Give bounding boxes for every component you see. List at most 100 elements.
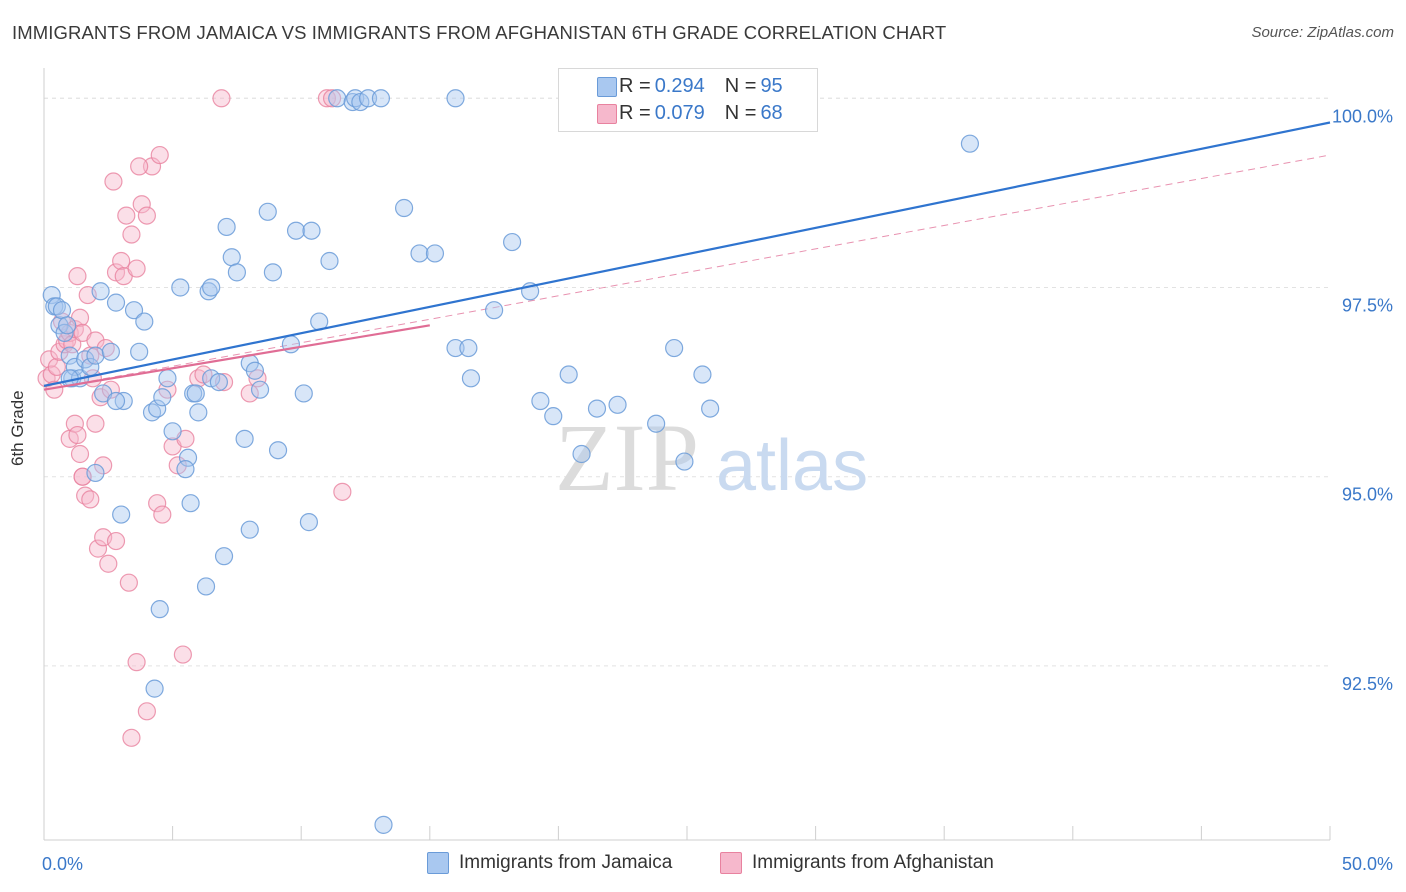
y-axis-label: 6th Grade: [8, 390, 27, 466]
source-attribution: Source: ZipAtlas.com: [1251, 24, 1394, 41]
afghanistan-point: [65, 414, 84, 433]
jamaica-point: [209, 372, 228, 392]
jamaica-point: [158, 369, 177, 388]
afghanistan-point: [132, 195, 151, 214]
r-label: R =: [619, 74, 651, 97]
jamaica-point: [608, 395, 627, 414]
stats-legend: R = 0.294 N = 95 R = 0.079 N = 68: [558, 68, 818, 132]
afghanistan-point: [104, 172, 123, 191]
jamaica-point: [42, 285, 61, 305]
y-tick-label: 95.0%: [1342, 485, 1393, 505]
jamaica-point: [446, 338, 465, 358]
afghanistan-point: [119, 573, 138, 592]
afghanistan-trend-dashed: [43, 154, 1331, 391]
jamaica-point: [217, 217, 236, 237]
jamaica-point: [320, 251, 339, 271]
afghanistan-points: [37, 89, 352, 747]
jamaica-point: [446, 89, 465, 108]
jamaica-point: [86, 346, 105, 365]
jamaica-point: [675, 452, 694, 471]
jamaica-point: [112, 505, 131, 524]
jamaica-point: [178, 448, 198, 467]
afghanistan-point: [137, 206, 156, 225]
jamaica-point: [176, 460, 195, 479]
afghanistan-point: [106, 531, 126, 551]
afghanistan-point: [117, 206, 136, 225]
afghanistan-point: [173, 645, 192, 664]
jamaica-point: [701, 399, 720, 418]
jamaica-point: [485, 301, 504, 320]
watermark: ZIP atlas: [555, 404, 868, 511]
jamaica-points: [42, 89, 980, 834]
afghanistan-point: [127, 259, 146, 278]
n-value: 95: [760, 74, 783, 97]
watermark-zip: ZIP: [555, 404, 699, 511]
jamaica-point: [693, 365, 712, 384]
y-tick-label: 92.5%: [1342, 674, 1393, 694]
chart-title: IMMIGRANTS FROM JAMAICA VS IMMIGRANTS FR…: [12, 22, 947, 43]
legend-label-jamaica: Immigrants from Jamaica: [459, 852, 673, 873]
jamaica-point: [181, 494, 200, 513]
n-label: N =: [724, 101, 757, 124]
jamaica-point: [358, 89, 378, 108]
jamaica-point: [503, 232, 522, 252]
afghanistan-point: [86, 414, 105, 433]
tick-labels: 92.5% 95.0% 97.5% 100.0% 0.0% 50.0%: [42, 106, 1393, 874]
jamaica-point: [222, 248, 241, 267]
jamaica-point: [410, 244, 429, 263]
jamaica-point: [106, 391, 126, 411]
jamaica-point: [171, 278, 190, 297]
afghanistan-point: [86, 331, 105, 350]
afghanistan-point: [317, 89, 337, 108]
n-label: N =: [724, 74, 757, 97]
jamaica-point: [135, 312, 154, 331]
n-value: 68: [760, 101, 783, 124]
afghanistan-point: [127, 653, 146, 672]
afghanistan-point: [240, 384, 259, 403]
jamaica-point: [302, 221, 321, 240]
afghanistan-point: [68, 425, 87, 445]
afghanistan-point: [333, 482, 352, 501]
jamaica-point: [186, 384, 205, 403]
afghanistan-point: [99, 554, 118, 573]
afghanistan-point: [94, 456, 113, 475]
jamaica-point: [148, 399, 167, 418]
jamaica-point: [65, 357, 84, 377]
series-legend: Immigrants from Jamaica Immigrants from …: [0, 852, 1406, 878]
afghanistan-point: [47, 357, 66, 377]
jamaica-point: [531, 391, 550, 411]
jamaica-point: [559, 365, 578, 384]
jamaica-point: [371, 89, 391, 108]
afghanistan-point: [130, 157, 149, 176]
x-tick-label-min: 0.0%: [42, 854, 83, 874]
afghanistan-point: [148, 494, 167, 513]
jamaica-point: [572, 444, 591, 464]
jamaica-legend-swatch: [427, 852, 449, 874]
afghanistan-point: [153, 505, 172, 524]
jamaica-point: [459, 338, 478, 358]
jamaica-point: [647, 414, 666, 433]
jamaica-point: [268, 441, 288, 460]
jamaica-point: [328, 89, 347, 108]
jamaica-point: [202, 278, 221, 297]
jamaica-point: [286, 221, 306, 240]
jamaica-point: [52, 301, 72, 320]
afghanistan-trend-line: [43, 324, 430, 391]
jamaica-point: [394, 198, 414, 218]
r-value: 0.079: [654, 101, 705, 124]
jamaica-point: [106, 293, 126, 312]
afghanistan-point: [112, 251, 131, 271]
jamaica-point: [189, 403, 208, 422]
jamaica-point: [544, 407, 563, 426]
afghanistan-point: [40, 350, 59, 369]
afghanistan-point: [88, 539, 108, 558]
jamaica-point: [145, 679, 164, 698]
afghanistan-point: [68, 267, 87, 286]
legend-label-afghanistan: Immigrants from Afghanistan: [752, 852, 994, 873]
afghanistan-point: [322, 89, 342, 108]
legend-row-jamaica: R = 0.294 N = 95: [597, 74, 783, 98]
jamaica-point: [960, 134, 980, 153]
jamaica-point: [60, 346, 79, 365]
jamaica-point: [196, 577, 216, 596]
jamaica-point: [665, 338, 684, 358]
